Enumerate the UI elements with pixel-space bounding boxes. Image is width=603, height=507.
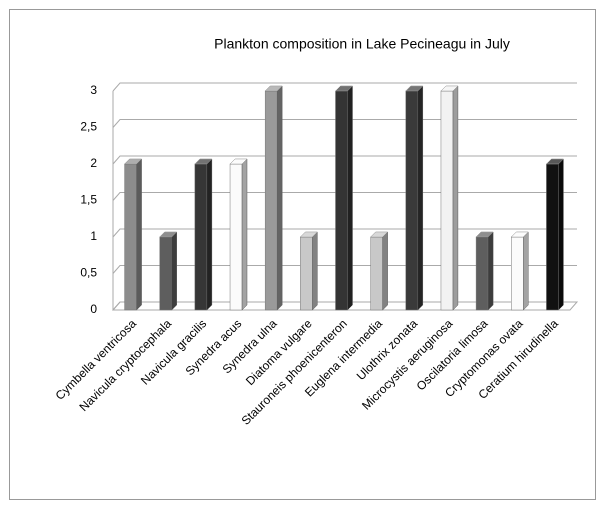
bar-front [300, 236, 313, 311]
y-tick-label: 0 [90, 302, 97, 316]
bar-top-shade [159, 232, 177, 237]
bar-front [229, 163, 243, 311]
bar-top [264, 85, 283, 92]
bar-front [511, 236, 524, 311]
y-tick-label: 2,5 [80, 120, 97, 134]
bar-top-shade [335, 86, 353, 91]
x-tick-label: Ulothrix zonata [354, 316, 421, 383]
bar-front [124, 163, 137, 311]
grid-line [112, 155, 577, 165]
bar-top-shade [440, 86, 458, 91]
bar-top [405, 85, 424, 92]
bar-top-shade [511, 232, 529, 237]
bar-top-shade [124, 159, 142, 164]
bar-top-shade [230, 159, 248, 164]
bar-front [159, 236, 172, 311]
bar-side-shade [136, 159, 142, 310]
bar-top-shade [300, 232, 318, 237]
chart-title: Plankton composition in Lake Pecineagu i… [214, 36, 510, 52]
bar-top [440, 85, 459, 92]
grid-line [112, 82, 577, 92]
bar-side-shade [242, 159, 248, 310]
bar-side-shade [417, 86, 423, 310]
y-tick-label: 0,5 [80, 266, 97, 280]
y-tick-label: 1,5 [80, 193, 97, 207]
bar-front [370, 236, 383, 311]
bar-front [440, 90, 454, 311]
bar-side-shade [347, 86, 353, 310]
bar-side-shade [523, 232, 529, 310]
bar-front [475, 236, 489, 311]
bar-top [334, 85, 354, 92]
bar-top-shade [370, 232, 388, 237]
grid-line [112, 119, 577, 128]
bar-top [545, 158, 565, 165]
bar-side-shade [558, 159, 564, 310]
grid-line [112, 301, 577, 311]
chart-border [9, 9, 596, 500]
y-tick-label: 1 [90, 229, 97, 243]
bar-top [194, 158, 213, 165]
bar-top-shade [405, 86, 423, 91]
bar-side-shade [452, 86, 458, 310]
bar-top [475, 231, 494, 238]
bar-top [123, 158, 143, 165]
bar-top [159, 231, 178, 238]
bar-top-shade [476, 232, 494, 237]
bar-side-shade [488, 232, 494, 310]
bar-front [546, 163, 559, 311]
bar-side-shade [312, 232, 318, 310]
bar-top [229, 158, 248, 165]
bar-top-shade [265, 86, 283, 91]
grid-line [112, 228, 577, 238]
bar-front [194, 163, 208, 311]
bar-top-shade [194, 159, 212, 164]
y-tick-label: 2 [90, 156, 97, 170]
bar-top [370, 231, 389, 238]
bar-side-shade [382, 232, 388, 310]
bar-top [510, 231, 529, 238]
bar-front [335, 90, 348, 311]
grid-line [112, 265, 577, 274]
bar-front [405, 90, 419, 311]
grid-line [112, 192, 577, 201]
bar-side-shade [206, 159, 212, 310]
bar-top [299, 231, 318, 238]
y-tick-label: 3 [90, 83, 97, 97]
bar-side-shade [171, 232, 177, 310]
bar-front [264, 90, 278, 311]
bar-top-shade [546, 159, 564, 164]
bar-side-shade [277, 86, 283, 310]
